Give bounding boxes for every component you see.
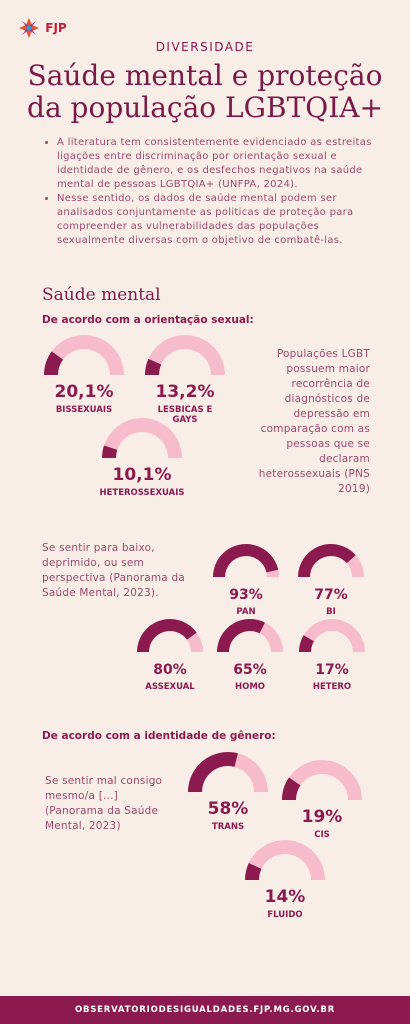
gauge-name: FLUIDO xyxy=(267,910,302,920)
section-title: Saúde mental xyxy=(42,285,161,305)
gauge-value xyxy=(299,635,314,652)
gauges: 20,1% BISSEXUAIS 13,2% LESBICAS E GAYS 10,1% H… xyxy=(44,335,365,920)
gauge-track xyxy=(299,619,365,652)
gauge-track xyxy=(44,335,124,375)
gauge-track xyxy=(102,418,182,458)
group-heading: De acordo com a identidade de gênero: xyxy=(42,730,276,742)
gauge-label: 20,1% xyxy=(55,382,114,402)
bullet: Nesse sentido, os dados de saúde mental … xyxy=(57,192,387,248)
gauge-label: 17% xyxy=(315,662,349,678)
gauge-name: TRANS xyxy=(212,822,244,832)
gauge-name: CIS xyxy=(314,830,330,840)
gauge-label: 77% xyxy=(314,587,348,603)
footer-bar: OBSERVATORIODESIGUALDADES.FJP.MG.GOV.BR xyxy=(0,996,410,1024)
gauge-label: 65% xyxy=(233,662,267,678)
bullet: A literatura tem consistentemente eviden… xyxy=(57,136,387,192)
gauge-track xyxy=(282,760,362,800)
group-note: Se sentir para baixo, deprimido, ou sem … xyxy=(42,542,185,599)
gauge-value xyxy=(137,619,197,652)
gauge-name: ASSEXUAL xyxy=(145,682,195,692)
gauge-value xyxy=(282,777,301,800)
footer-text: OBSERVATORIODESIGUALDADES.FJP.MG.GOV.BR xyxy=(74,1005,336,1015)
gauge-name: BISSEXUAIS xyxy=(56,405,112,415)
gauge-value xyxy=(102,445,118,458)
gauge-value xyxy=(213,543,279,577)
gauge-value xyxy=(245,862,262,880)
gauge-label: 14% xyxy=(265,887,306,907)
gauge-label: 10,1% xyxy=(113,465,172,485)
title-line: da população LGBTQIA+ xyxy=(27,91,383,124)
gauge-label: 80% xyxy=(153,662,187,678)
bullet-list: A literatura tem consistentemente eviden… xyxy=(45,136,387,248)
gauge-name: HOMO xyxy=(235,682,265,692)
gauge-track xyxy=(145,335,225,375)
gauge-value xyxy=(188,752,238,792)
gauge-label: 19% xyxy=(302,807,343,827)
group-note: Se sentir mal consigo mesmo/a [...] (Pan… xyxy=(45,775,163,832)
logo: FJP xyxy=(19,18,67,38)
gauge-name: LESBICAS E GAYS xyxy=(158,405,213,425)
logo-star xyxy=(19,18,39,38)
kicker: DIVERSIDADE xyxy=(155,40,255,54)
gauge-name: BI xyxy=(326,607,336,617)
gauge-value xyxy=(298,543,356,577)
gauge-name: PAN xyxy=(236,607,255,617)
gauge-value xyxy=(44,351,64,375)
group-note: Populações LGBT possuem maior recorrênci… xyxy=(258,348,370,495)
gauge-label: 13,2% xyxy=(156,382,215,402)
logo-text: FJP xyxy=(45,21,67,35)
title-line: Saúde mental e proteção xyxy=(27,59,383,92)
group-heading: De acordo com a orientação sexual: xyxy=(42,314,254,326)
gauge-value xyxy=(145,358,162,375)
gauge-name: HETEROSSEXUAIS xyxy=(99,488,184,498)
gauge-track xyxy=(245,840,325,880)
gauge-name: HETERO xyxy=(313,682,351,692)
gauge-value xyxy=(217,619,265,652)
gauge-label: 58% xyxy=(208,799,249,819)
title: Saúde mental e proteção da população LGB… xyxy=(0,60,410,124)
gauge-label: 93% xyxy=(229,587,263,603)
